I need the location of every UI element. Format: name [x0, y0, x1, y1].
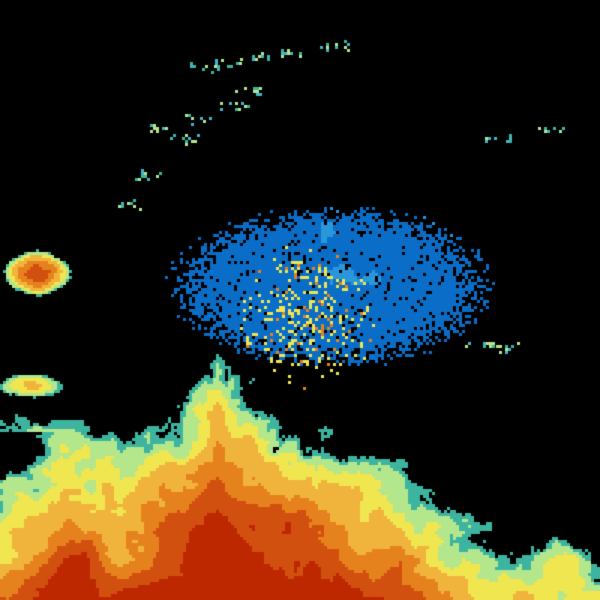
radar-reflectivity-image [0, 0, 600, 600]
